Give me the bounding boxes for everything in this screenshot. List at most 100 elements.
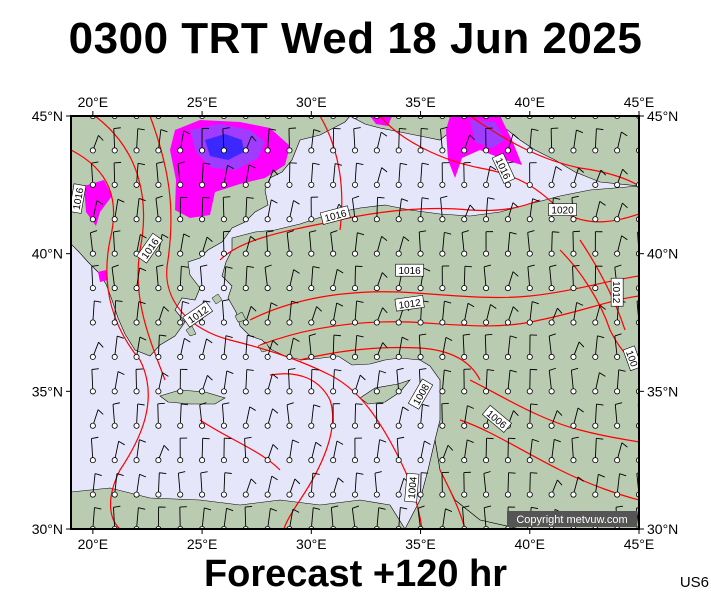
wind-barb bbox=[199, 127, 210, 154]
wind-barb bbox=[483, 369, 495, 395]
wind-barb bbox=[483, 127, 493, 154]
wind-barb bbox=[614, 402, 623, 429]
svg-text:1004: 1004 bbox=[407, 476, 420, 500]
wind-barb bbox=[220, 335, 233, 360]
wind-barb bbox=[155, 306, 170, 326]
isobar-label: 1016 bbox=[395, 263, 424, 277]
isobar-label: 1012 bbox=[394, 294, 425, 312]
isobar-line bbox=[469, 116, 639, 187]
svg-text:1016: 1016 bbox=[72, 187, 87, 211]
wind-barb bbox=[351, 437, 362, 464]
isobar-line bbox=[379, 116, 639, 223]
isobar-line bbox=[94, 116, 166, 381]
wind-barb bbox=[526, 301, 539, 326]
wind-barb bbox=[439, 162, 450, 188]
wind-barb bbox=[483, 333, 493, 360]
wind-barb bbox=[526, 128, 539, 154]
land-balkans bbox=[71, 116, 351, 357]
wind-barb bbox=[592, 403, 604, 429]
wind-barb bbox=[133, 128, 145, 154]
wind-barb bbox=[199, 375, 213, 395]
wind-barb bbox=[526, 334, 538, 360]
wind-barb bbox=[614, 235, 628, 257]
wind-barb bbox=[395, 406, 409, 429]
wind-barb bbox=[592, 437, 604, 464]
lat-label-left: 40°N bbox=[32, 246, 63, 262]
lon-label-top: 45°E bbox=[624, 94, 655, 110]
wind-barb bbox=[242, 135, 257, 154]
wind-barb bbox=[483, 437, 494, 464]
wind-barb bbox=[461, 116, 468, 119]
wind-barb bbox=[199, 264, 208, 292]
wind-barb bbox=[199, 162, 211, 188]
wind-barb bbox=[155, 372, 169, 395]
wind-barb bbox=[614, 116, 621, 119]
lon-label-top: 25°E bbox=[187, 94, 218, 110]
wind-barb bbox=[548, 127, 559, 154]
wind-barb bbox=[199, 196, 210, 223]
wind-barb bbox=[548, 410, 563, 429]
wind-barb bbox=[264, 302, 278, 326]
wind-barb bbox=[483, 304, 497, 326]
wind-barb bbox=[351, 232, 365, 257]
wind-barb bbox=[548, 307, 563, 326]
wind-barb bbox=[286, 127, 296, 154]
wind-barb bbox=[286, 162, 297, 188]
wind-barb bbox=[220, 116, 227, 119]
wind-barb bbox=[286, 269, 300, 292]
wind-barb bbox=[242, 406, 256, 429]
forecast-label: Forecast +120 hr bbox=[203, 553, 508, 595]
isobar-line bbox=[71, 149, 149, 529]
land-cyprus bbox=[359, 379, 411, 405]
wind-barb bbox=[461, 265, 472, 292]
wind-barb bbox=[155, 234, 169, 257]
lon-label-bottom: 20°E bbox=[78, 536, 109, 552]
lon-label-bottom: 25°E bbox=[187, 536, 218, 552]
wind-barb bbox=[570, 264, 580, 292]
rain-patches bbox=[84, 116, 522, 282]
wind-barb bbox=[177, 301, 190, 326]
land-crete bbox=[159, 389, 226, 405]
wind-barb bbox=[308, 306, 322, 326]
wind-barb bbox=[199, 236, 213, 257]
wind-barb bbox=[111, 473, 124, 498]
wind-barb bbox=[614, 333, 622, 360]
wind-barb bbox=[526, 162, 537, 188]
wind-barb bbox=[570, 341, 585, 360]
wind-barb bbox=[373, 116, 380, 119]
wind-barb bbox=[461, 471, 471, 498]
wind-barb bbox=[264, 230, 274, 257]
wind-barb bbox=[111, 264, 119, 292]
wind-barb bbox=[548, 264, 557, 292]
wind-barb bbox=[417, 404, 430, 429]
wind-barb bbox=[592, 265, 603, 292]
wind-barb bbox=[155, 161, 164, 188]
wind-barb bbox=[504, 202, 519, 223]
wind-barb bbox=[439, 231, 452, 257]
wind-barb bbox=[111, 300, 123, 326]
wind-barb bbox=[286, 337, 300, 360]
wind-barb bbox=[461, 368, 471, 395]
wind-barb bbox=[308, 196, 319, 223]
wind-barb bbox=[286, 439, 300, 464]
isobar-line bbox=[259, 295, 639, 346]
wind-barb bbox=[439, 195, 448, 223]
isobar-line bbox=[219, 199, 541, 261]
svg-text:1020: 1020 bbox=[551, 206, 574, 217]
wind-barb bbox=[504, 472, 516, 498]
wind-barb bbox=[439, 471, 450, 498]
lon-label-top: 35°E bbox=[405, 94, 436, 110]
wind-barb bbox=[133, 162, 146, 188]
wind-barb bbox=[461, 162, 471, 188]
wind-barb bbox=[286, 200, 300, 223]
wind-barb bbox=[483, 231, 494, 257]
isobar-line bbox=[199, 419, 281, 471]
isobar-line bbox=[249, 275, 639, 321]
wind-barb bbox=[133, 336, 147, 360]
wind-barb bbox=[220, 266, 233, 292]
wind-barb bbox=[592, 335, 605, 360]
rain-patch-georgia bbox=[446, 116, 522, 178]
wind-barb bbox=[395, 367, 404, 395]
wind-barb bbox=[220, 196, 231, 223]
wind-barb bbox=[133, 473, 147, 498]
